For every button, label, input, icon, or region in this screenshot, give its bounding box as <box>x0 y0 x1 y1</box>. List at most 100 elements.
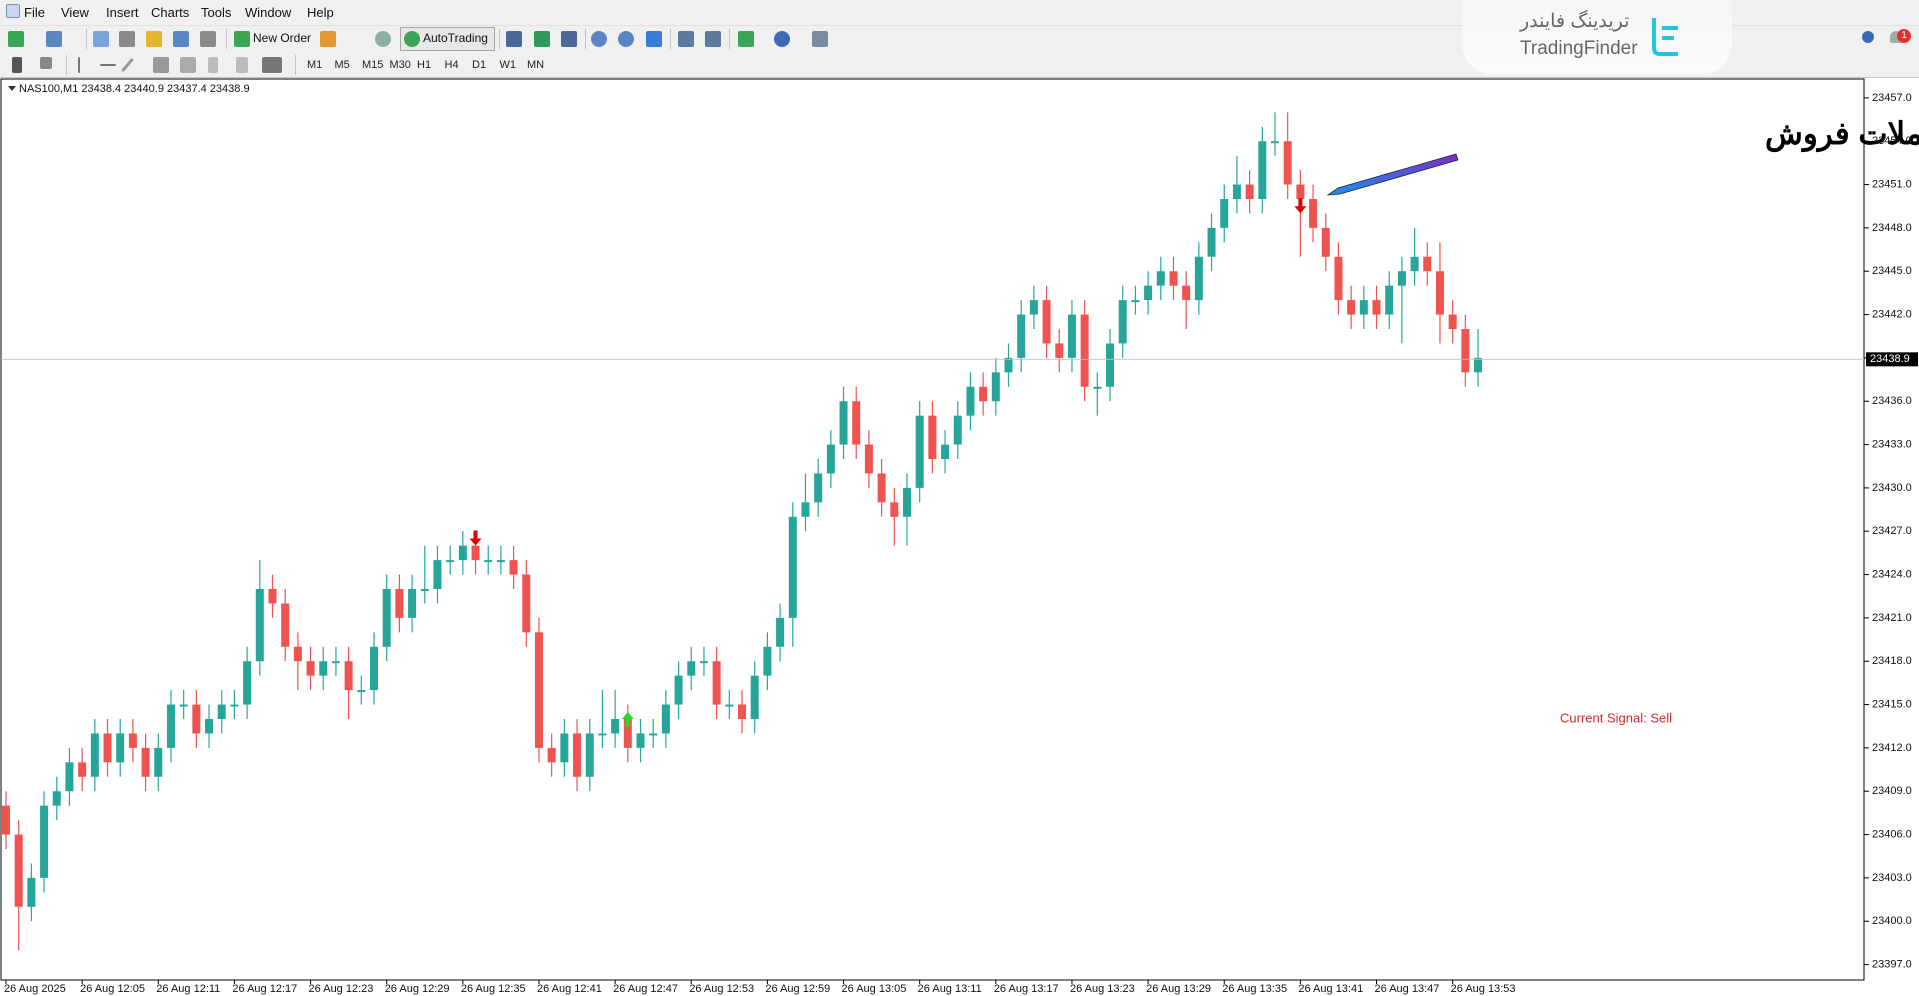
notifications-button[interactable]: 1 <box>1890 29 1911 47</box>
menu-item[interactable]: View <box>61 5 89 20</box>
candle-body <box>1118 300 1127 344</box>
autotrading-icon[interactable] <box>404 31 420 47</box>
x-tick-label: 26 Aug 13:41 <box>1298 983 1363 995</box>
y-tick-label: 23448.0 <box>1872 222 1912 234</box>
text-button[interactable] <box>208 57 218 73</box>
logo-stroke <box>1652 18 1678 56</box>
timeframe-button[interactable]: M1 <box>307 59 323 71</box>
candle-body <box>357 690 366 693</box>
candle-body <box>471 545 480 561</box>
tester-button[interactable] <box>200 31 216 47</box>
menu-item[interactable]: File <box>24 5 45 20</box>
candle-body <box>446 560 455 563</box>
terminal-button[interactable] <box>173 31 189 47</box>
timeframe-button[interactable]: MN <box>527 59 545 71</box>
menu-item[interactable]: Charts <box>151 5 190 20</box>
candle-body <box>649 733 658 736</box>
chart-shift-button[interactable] <box>705 31 721 47</box>
y-tick-label: 23445.0 <box>1872 265 1912 277</box>
candle-body <box>293 646 302 662</box>
candle-body <box>1372 300 1381 315</box>
zoom-out-button[interactable] <box>618 31 634 47</box>
fibo-button[interactable] <box>180 57 196 73</box>
zoom-in-button[interactable] <box>591 31 607 47</box>
timeframe-button[interactable]: W1 <box>499 59 517 71</box>
signal-arrow <box>469 530 482 546</box>
templates-button[interactable] <box>812 31 828 47</box>
x-tick-label: 26 Aug 2025 <box>4 983 66 995</box>
timeframe-button[interactable]: M5 <box>334 59 350 71</box>
bar-chart-button[interactable] <box>506 31 522 47</box>
menu-item[interactable]: Window <box>245 5 292 20</box>
new-order-icon[interactable] <box>234 31 250 47</box>
plot-frame <box>0 78 1865 981</box>
vertical-line-button[interactable] <box>78 57 80 73</box>
new-chart-button[interactable] <box>8 31 24 47</box>
search-button[interactable] <box>1862 31 1874 43</box>
y-tick-label: 23400.0 <box>1872 915 1912 927</box>
candle-body <box>928 415 937 459</box>
candle-body <box>1055 343 1064 358</box>
candle-body <box>560 733 569 763</box>
trendline-button[interactable] <box>121 57 134 73</box>
market-watch-button[interactable] <box>93 31 109 47</box>
periods-button[interactable] <box>774 31 790 47</box>
candle-body <box>585 733 594 777</box>
candle-body <box>40 805 49 878</box>
candle-body <box>166 704 175 748</box>
menu-item[interactable]: Insert <box>106 5 139 20</box>
menu-item[interactable]: Help <box>307 5 334 20</box>
candle-body <box>217 704 226 719</box>
timeframe-button[interactable]: D1 <box>472 59 487 71</box>
candle-body <box>636 733 645 748</box>
y-tick-label: 23433.0 <box>1872 438 1912 450</box>
candle-body <box>2 805 10 835</box>
timeframe-button[interactable]: M30 <box>389 59 411 71</box>
timeframe-button[interactable]: M15 <box>362 59 384 71</box>
label-button[interactable] <box>236 57 248 73</box>
cursor-button[interactable] <box>12 57 22 73</box>
x-tick-label: 26 Aug 13:47 <box>1375 983 1440 995</box>
autoscroll-button[interactable] <box>678 31 694 47</box>
menu-item[interactable]: Tools <box>201 5 232 20</box>
candle-body <box>1080 314 1089 387</box>
candle-body <box>1359 300 1368 315</box>
profiles-button[interactable] <box>46 31 62 47</box>
x-tick-label: 26 Aug 12:47 <box>613 983 678 995</box>
autotrading-button[interactable]: AutoTrading <box>423 31 488 45</box>
x-tick-label: 26 Aug 13:11 <box>918 983 982 995</box>
navigator-button[interactable] <box>146 31 162 47</box>
candle-body <box>281 603 290 647</box>
meta-editor-button[interactable] <box>320 31 336 47</box>
horizontal-line-button[interactable] <box>100 64 116 66</box>
separator <box>226 29 227 49</box>
arrows-button[interactable] <box>262 57 282 73</box>
candle-chart-button[interactable] <box>534 31 550 47</box>
candle-body <box>1182 285 1191 301</box>
crosshair-button[interactable] <box>40 57 52 69</box>
indicators-button[interactable] <box>738 31 754 47</box>
timeframe-button[interactable]: H1 <box>417 59 432 71</box>
line-chart-button[interactable] <box>561 31 577 47</box>
x-tick-label: 26 Aug 13:53 <box>1451 983 1516 995</box>
data-window-button[interactable] <box>119 31 135 47</box>
candle-body <box>738 704 747 719</box>
timeframe-button[interactable]: H4 <box>444 59 459 71</box>
candle-body <box>966 386 975 416</box>
new-order-button[interactable]: New Order <box>253 31 312 45</box>
candle-body <box>395 589 404 618</box>
candle-body <box>814 473 823 503</box>
tile-button[interactable] <box>646 31 662 47</box>
candle-body <box>699 661 708 664</box>
candle-body <box>1271 141 1279 144</box>
candle-body <box>408 589 417 618</box>
x-tick-label: 26 Aug 13:05 <box>842 983 907 995</box>
signals-button[interactable] <box>375 31 391 47</box>
separator <box>585 29 586 49</box>
candle-body <box>255 589 264 662</box>
candle-body <box>1334 256 1343 301</box>
candle-body <box>788 516 797 618</box>
channel-button[interactable] <box>153 57 169 73</box>
candle-body <box>116 733 125 763</box>
candle-body <box>1397 271 1406 286</box>
